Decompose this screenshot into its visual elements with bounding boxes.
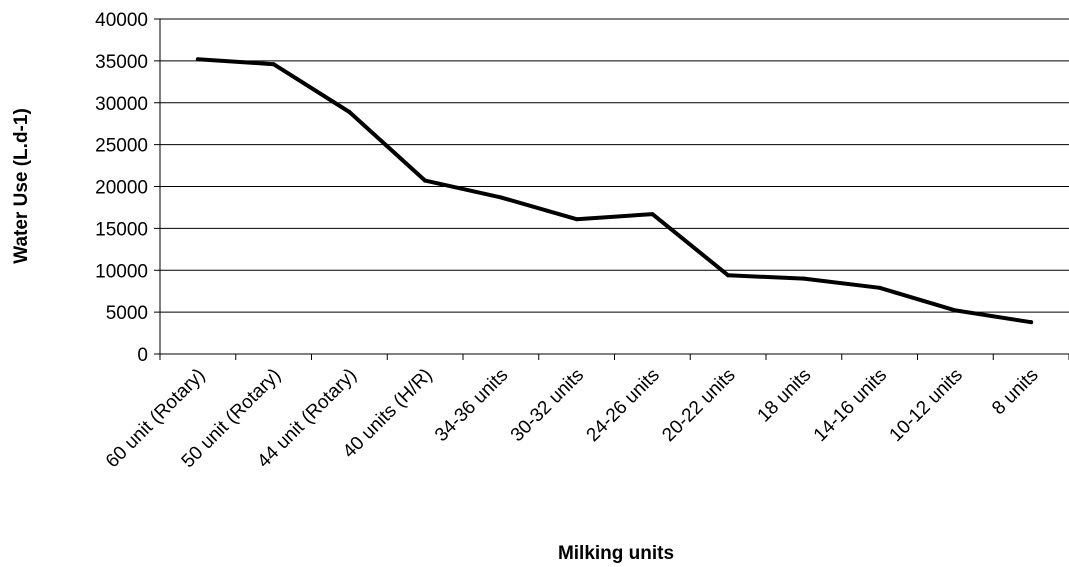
data-point [574, 217, 579, 222]
y-axis: 0 5000 10000 15000 20000 25000 30000 35000 40000 [95, 10, 161, 366]
y-tick-label: 5000 [106, 303, 148, 324]
y-tick-label: 35000 [95, 52, 148, 73]
x-tick-label: 14-16 units [810, 365, 891, 446]
data-point [877, 285, 882, 290]
y-tick-label: 40000 [95, 10, 148, 31]
y-tick-label: 10000 [95, 261, 148, 282]
y-tick-label: 20000 [95, 178, 148, 199]
x-tick-label: 10-12 units [886, 365, 967, 446]
x-tick-label: 18 units [754, 365, 816, 427]
gridlines [160, 18, 1069, 313]
x-axis: 60 unit (Rotary)50 unit (Rotary)44 unit … [102, 353, 1069, 472]
y-tick-label: 25000 [95, 136, 148, 157]
x-tick-label: 30-32 units [507, 365, 588, 446]
data-point [195, 57, 200, 62]
y-tick-label: 0 [137, 345, 148, 366]
y-tick-label: 30000 [95, 94, 148, 115]
x-tick-label: 24-26 units [583, 365, 664, 446]
data-point [726, 273, 731, 278]
data-point [650, 212, 655, 217]
x-tick-label: 34-36 units [431, 365, 512, 446]
data-point [271, 62, 276, 67]
series-line-group [195, 57, 1034, 325]
x-tick-label: 20-22 units [658, 365, 739, 446]
data-point [953, 308, 958, 313]
x-axis-title: Milking units [558, 543, 674, 564]
data-point [1029, 320, 1034, 325]
data-point [423, 178, 428, 183]
y-tick-label: 15000 [95, 219, 148, 240]
x-tick-label: 8 units [988, 365, 1042, 419]
data-point [498, 195, 503, 200]
y-axis-title: Water Use (L.d-1) [11, 108, 32, 264]
data-point [347, 109, 352, 114]
series-line [195, 57, 1034, 325]
data-point [801, 276, 806, 281]
